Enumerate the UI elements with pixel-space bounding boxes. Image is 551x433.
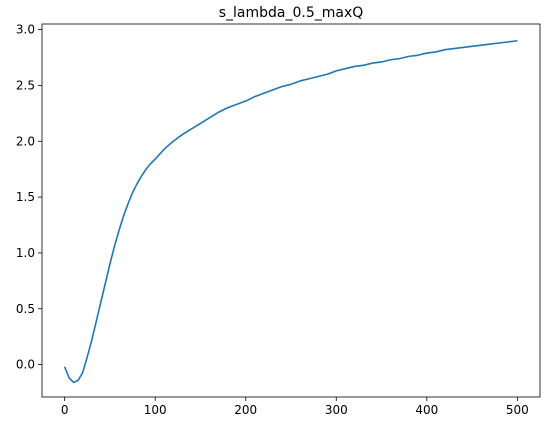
y-tick-label: 0.5 xyxy=(16,302,35,316)
y-tick-label: 2.0 xyxy=(16,134,35,148)
x-tick-label: 300 xyxy=(325,403,348,417)
y-tick-label: 1.5 xyxy=(16,190,35,204)
x-tick-label: 100 xyxy=(144,403,167,417)
x-axis: 0 100 200 300 400 500 xyxy=(61,397,529,417)
chart-title: s_lambda_0.5_maxQ xyxy=(219,5,364,21)
x-tick-label: 500 xyxy=(506,403,529,417)
x-tick-label: 400 xyxy=(415,403,438,417)
plot-frame xyxy=(41,23,541,398)
y-tick-label: 2.5 xyxy=(16,78,35,92)
plot-area xyxy=(63,39,518,384)
x-tick-label: 0 xyxy=(61,403,69,417)
y-tick-label: 3.0 xyxy=(16,23,35,37)
series-line-0 xyxy=(63,39,518,384)
y-axis: 0.0 0.5 1.0 1.5 2.0 2.5 3.0 xyxy=(16,23,42,372)
x-tick-label: 200 xyxy=(234,403,257,417)
y-tick-label: 1.0 xyxy=(16,246,35,260)
y-tick-label: 0.0 xyxy=(16,358,35,372)
